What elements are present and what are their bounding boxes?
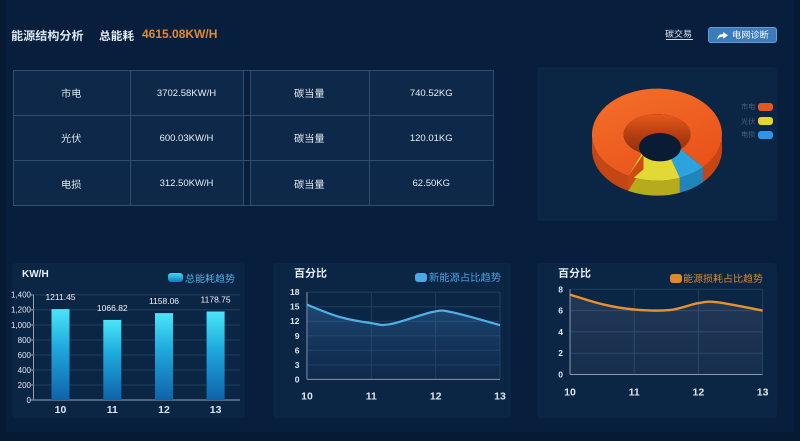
svg-text:11: 11 xyxy=(629,387,640,399)
svg-text:3: 3 xyxy=(295,360,300,370)
svg-text:12: 12 xyxy=(158,404,170,416)
svg-text:1066.82: 1066.82 xyxy=(97,303,128,313)
svg-text:1158.06: 1158.06 xyxy=(149,296,179,306)
svg-text:4: 4 xyxy=(558,327,563,337)
svg-text:8: 8 xyxy=(558,284,563,294)
svg-text:1178.75: 1178.75 xyxy=(201,295,231,305)
svg-text:13: 13 xyxy=(210,404,222,416)
svg-text:2: 2 xyxy=(558,348,563,358)
svg-text:200: 200 xyxy=(18,381,32,390)
svg-text:0: 0 xyxy=(295,374,300,384)
svg-text:6: 6 xyxy=(558,306,563,316)
svg-text:10: 10 xyxy=(55,404,67,416)
svg-text:1,000: 1,000 xyxy=(11,321,32,330)
svg-text:11: 11 xyxy=(366,391,377,403)
svg-text:12: 12 xyxy=(430,391,442,403)
svg-text:12: 12 xyxy=(290,316,300,326)
svg-text:0: 0 xyxy=(27,396,32,405)
svg-text:9: 9 xyxy=(295,331,300,341)
svg-text:11: 11 xyxy=(107,404,118,416)
svg-text:13: 13 xyxy=(757,387,769,399)
svg-text:0: 0 xyxy=(558,370,563,380)
svg-text:13: 13 xyxy=(494,391,506,403)
svg-text:10: 10 xyxy=(301,391,313,403)
svg-text:400: 400 xyxy=(18,366,32,375)
svg-text:1,400: 1,400 xyxy=(11,291,32,300)
svg-text:12: 12 xyxy=(693,387,705,399)
svg-text:1211.45: 1211.45 xyxy=(45,292,75,302)
svg-text:18: 18 xyxy=(290,287,300,297)
svg-text:10: 10 xyxy=(564,387,576,399)
svg-text:1,200: 1,200 xyxy=(11,306,32,315)
svg-text:800: 800 xyxy=(18,336,32,345)
svg-text:15: 15 xyxy=(290,302,300,312)
svg-text:600: 600 xyxy=(18,351,32,360)
svg-text:6: 6 xyxy=(295,345,300,355)
